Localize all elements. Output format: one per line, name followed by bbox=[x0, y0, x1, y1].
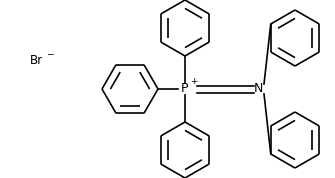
Text: N: N bbox=[253, 82, 263, 96]
Text: +: + bbox=[190, 77, 198, 85]
Text: P: P bbox=[181, 82, 189, 96]
Text: −: − bbox=[46, 49, 54, 59]
Text: Br: Br bbox=[30, 54, 43, 67]
